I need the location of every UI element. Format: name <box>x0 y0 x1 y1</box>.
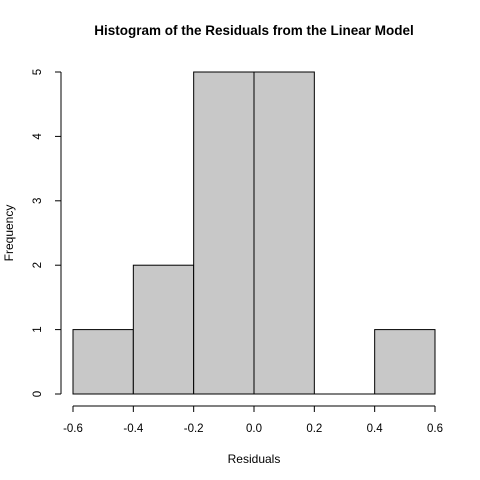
y-tick-label: 0 <box>32 391 44 397</box>
x-tick-label: -0.6 <box>63 423 83 435</box>
y-axis: 0 1 2 3 4 5 <box>32 69 62 397</box>
histogram-bar-2 <box>193 71 255 395</box>
x-tick-label: 0.4 <box>367 423 384 435</box>
y-tick-label: 5 <box>32 69 44 75</box>
x-axis: -0.6 -0.4 -0.2 0.0 0.2 0.4 0.6 <box>63 405 443 435</box>
histogram-bar-5 <box>374 329 436 395</box>
y-axis-label: Frequency <box>2 205 16 262</box>
histogram-bar-0 <box>72 329 134 395</box>
x-axis-label: Residuals <box>228 452 281 466</box>
y-tick-label: 4 <box>32 133 44 140</box>
histogram-bar-1 <box>132 264 195 395</box>
x-tick-label: -0.2 <box>184 423 204 435</box>
y-tick-label: 2 <box>32 262 44 268</box>
bars-group <box>72 71 436 395</box>
x-tick-label: 0.0 <box>246 423 262 435</box>
x-tick-label: -0.4 <box>123 423 143 435</box>
x-tick-label: 0.2 <box>306 423 322 435</box>
chart-title: Histogram of the Residuals from the Line… <box>94 23 414 38</box>
y-tick-label: 1 <box>32 326 44 332</box>
histogram-bar-3 <box>253 71 315 395</box>
y-tick-label: 3 <box>32 198 44 204</box>
x-tick-label: 0.6 <box>427 423 443 435</box>
